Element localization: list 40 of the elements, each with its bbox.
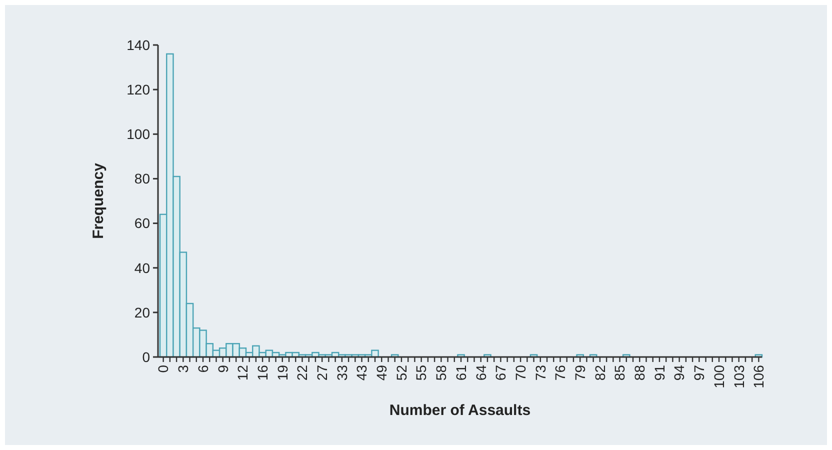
x-tick-label: 3 (175, 364, 192, 373)
x-tick-label: 85 (612, 364, 628, 381)
y-tick-label: 20 (134, 304, 150, 320)
x-tick-label: 73 (532, 364, 548, 381)
x-tick-label: 79 (572, 364, 588, 381)
x-tick-label: 58 (433, 364, 450, 381)
x-tick-label: 70 (512, 364, 528, 381)
x-tick-label: 64 (472, 364, 489, 381)
x-tick-label: 100 (710, 364, 727, 388)
x-tick-label: 97 (691, 364, 708, 381)
x-tick-label: 43 (354, 364, 370, 381)
x-tick-label: 0 (155, 364, 172, 373)
x-tick-label: 52 (393, 364, 410, 381)
y-tick-label: 60 (134, 215, 150, 232)
x-tick-label: 88 (632, 364, 648, 381)
x-tick-label: 76 (552, 364, 568, 381)
x-tick-label: 33 (334, 364, 350, 381)
x-tick-label: 106 (750, 364, 767, 388)
x-tick-label: 103 (730, 364, 747, 388)
y-tick-label: 40 (134, 260, 150, 276)
x-tick-label: 94 (671, 364, 688, 381)
x-tick-label: 55 (413, 364, 430, 381)
y-axis-title: Frequency (90, 162, 107, 239)
x-tick-label: 12 (234, 364, 251, 381)
x-tick-label: 19 (274, 364, 290, 381)
x-tick-label: 6 (194, 364, 211, 373)
x-tick-label: 49 (374, 364, 390, 381)
x-tick-label: 67 (492, 364, 509, 381)
x-axis-title: Number of Assaults (389, 402, 531, 419)
x-tick-label: 91 (651, 364, 668, 381)
x-tick-label: 16 (254, 364, 270, 381)
y-tick-label: 80 (134, 170, 150, 187)
x-tick-label: 61 (452, 364, 469, 381)
y-tick-label: 100 (126, 126, 150, 142)
x-tick-label: 82 (592, 364, 608, 381)
x-tick-label: 22 (294, 364, 310, 381)
x-tick-label: 9 (214, 364, 231, 373)
y-tick-label: 120 (126, 81, 150, 98)
y-tick-label: 140 (126, 36, 150, 53)
x-tick-label: 27 (314, 364, 330, 381)
